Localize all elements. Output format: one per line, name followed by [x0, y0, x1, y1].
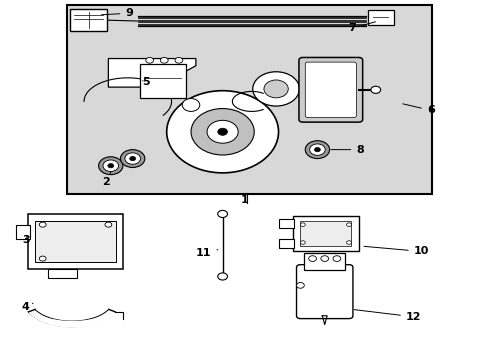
Text: 5: 5	[142, 77, 149, 87]
Circle shape	[129, 157, 135, 161]
Circle shape	[182, 99, 200, 111]
Circle shape	[166, 91, 278, 173]
Text: 2: 2	[102, 172, 111, 187]
FancyBboxPatch shape	[292, 216, 358, 251]
Circle shape	[305, 141, 329, 158]
Text: 3: 3	[22, 235, 30, 245]
FancyBboxPatch shape	[296, 265, 352, 319]
FancyBboxPatch shape	[298, 58, 362, 122]
Circle shape	[309, 144, 325, 156]
Circle shape	[346, 223, 351, 226]
Circle shape	[39, 256, 46, 261]
FancyBboxPatch shape	[278, 219, 293, 228]
Circle shape	[39, 222, 46, 227]
Circle shape	[175, 58, 183, 63]
FancyBboxPatch shape	[305, 62, 356, 117]
Polygon shape	[108, 59, 196, 87]
Circle shape	[252, 72, 299, 106]
Circle shape	[264, 80, 287, 98]
FancyBboxPatch shape	[67, 5, 431, 194]
FancyBboxPatch shape	[70, 9, 107, 31]
Circle shape	[346, 241, 351, 244]
FancyBboxPatch shape	[278, 239, 293, 248]
FancyBboxPatch shape	[140, 64, 186, 98]
FancyBboxPatch shape	[304, 252, 345, 270]
Text: 7: 7	[348, 22, 375, 33]
Circle shape	[217, 273, 227, 280]
FancyBboxPatch shape	[47, 269, 77, 278]
Text: 8: 8	[330, 145, 364, 155]
Circle shape	[308, 256, 316, 261]
Circle shape	[217, 210, 227, 217]
Circle shape	[145, 58, 153, 63]
FancyBboxPatch shape	[300, 221, 351, 246]
Circle shape	[370, 86, 380, 93]
FancyBboxPatch shape	[35, 221, 116, 262]
Text: 11: 11	[196, 248, 217, 258]
FancyBboxPatch shape	[367, 10, 393, 25]
Circle shape	[124, 153, 140, 164]
Circle shape	[108, 163, 114, 168]
Text: 1: 1	[240, 195, 248, 204]
Circle shape	[217, 128, 227, 135]
Circle shape	[160, 58, 168, 63]
Circle shape	[296, 283, 304, 288]
Text: 9: 9	[101, 8, 133, 18]
FancyBboxPatch shape	[16, 225, 30, 239]
Circle shape	[300, 241, 305, 244]
Text: 12: 12	[353, 310, 421, 322]
Circle shape	[191, 109, 254, 155]
Circle shape	[103, 160, 118, 171]
Circle shape	[206, 120, 238, 143]
Text: 4: 4	[21, 302, 33, 312]
Text: 10: 10	[363, 246, 428, 256]
Circle shape	[300, 223, 305, 226]
Circle shape	[320, 256, 328, 261]
Circle shape	[332, 256, 340, 261]
FancyBboxPatch shape	[28, 214, 122, 269]
Text: 6: 6	[402, 104, 434, 115]
Circle shape	[99, 157, 122, 175]
Circle shape	[120, 150, 144, 167]
Circle shape	[314, 148, 320, 152]
Circle shape	[105, 222, 112, 227]
